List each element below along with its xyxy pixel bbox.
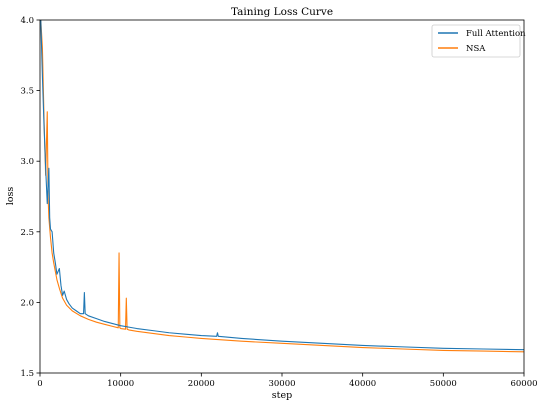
plot-frame: [39, 19, 525, 374]
series-line-full-attention: [40, 20, 524, 351]
y-axis-label: loss: [5, 187, 16, 206]
y-tick-label: 3.5: [20, 87, 34, 97]
legend-label-full-attention: Full Attention: [466, 29, 526, 39]
x-axis-label: step: [272, 390, 292, 401]
x-tick-label: 50000: [430, 379, 457, 389]
legend-label-nsa: NSA: [466, 44, 486, 54]
y-tick-label: 3.0: [20, 157, 34, 167]
y-axis: 1.5 2.0 2.5 3.0 3.5 4.0: [20, 16, 40, 379]
x-tick-label: 40000: [349, 379, 376, 389]
y-tick-label: 2.5: [20, 228, 34, 238]
y-tick-label: 2.0: [20, 298, 34, 308]
x-tick-label: 60000: [510, 379, 537, 389]
y-tick-label: 1.5: [20, 369, 34, 379]
x-tick-label: 0: [37, 379, 42, 389]
series-line-nsa: [40, 20, 524, 353]
x-tick-label: 30000: [268, 379, 295, 389]
series-layer: [40, 20, 524, 353]
y-tick-label: 4.0: [20, 16, 34, 26]
legend: Full Attention NSA: [431, 24, 526, 58]
x-axis: 0 10000 20000 30000 40000 50000 60000: [37, 373, 538, 389]
x-tick-label: 10000: [107, 379, 134, 389]
chart-title: Taining Loss Curve: [231, 6, 333, 18]
x-tick-label: 20000: [188, 379, 215, 389]
